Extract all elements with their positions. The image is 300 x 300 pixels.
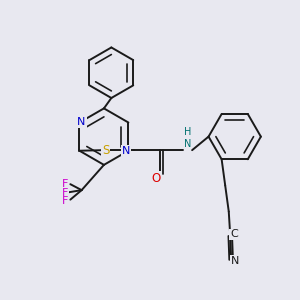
Text: N: N bbox=[230, 256, 239, 266]
Text: H
N: H N bbox=[184, 127, 191, 149]
Text: C: C bbox=[230, 230, 238, 239]
Text: F: F bbox=[62, 178, 68, 189]
Text: N: N bbox=[122, 146, 130, 156]
Text: F: F bbox=[62, 188, 68, 197]
Text: N: N bbox=[77, 117, 86, 127]
Text: F: F bbox=[62, 196, 68, 206]
Text: O: O bbox=[152, 172, 161, 184]
Text: S: S bbox=[102, 144, 109, 157]
